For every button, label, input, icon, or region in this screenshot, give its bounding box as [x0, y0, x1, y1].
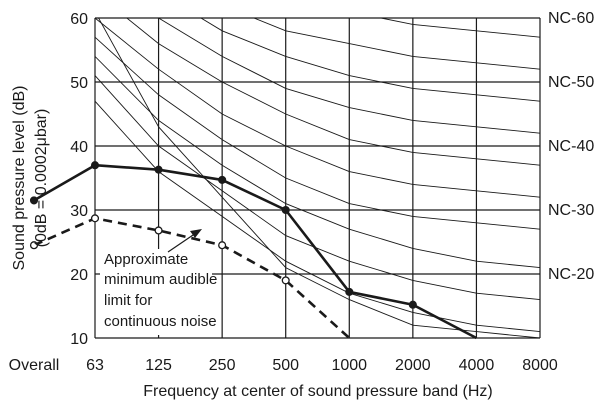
audible-limit-curve [98, 18, 540, 338]
x-axis-label: Frequency at center of sound pressure ba… [143, 383, 493, 400]
series-point [154, 165, 163, 174]
nc-curve [252, 18, 540, 70]
annotation: Approximate minimum audible limit for co… [100, 229, 217, 335]
nc-curve-label: NC-40 [548, 138, 594, 155]
series-point [281, 276, 290, 285]
y-tick-label: 60 [70, 11, 88, 28]
nc-curve [157, 18, 540, 134]
y-tick-label: 10 [70, 331, 88, 348]
annotation-line: Approximate [104, 251, 188, 268]
x-tick-label: 500 [272, 357, 299, 374]
annotation-line: continuous noise [104, 313, 217, 330]
nc-curve [95, 36, 540, 230]
nc-curve-label: NC-60 [548, 10, 594, 27]
series-line [33, 163, 478, 340]
y-axis-label-line-1: Sound pressure level (dB) [11, 86, 28, 271]
nc-curve [200, 18, 540, 102]
y-axis-label-line-2: (0dB = 0.0002μbar) [33, 109, 50, 248]
series-point [29, 241, 39, 250]
annotation-background [100, 249, 212, 335]
nc-curve [95, 100, 540, 333]
y-tick-label: 30 [70, 203, 88, 220]
x-tick-label: 250 [209, 357, 236, 374]
x-tick-label: 2000 [395, 357, 431, 374]
annotation-arrow [167, 232, 197, 253]
nc-curve [378, 18, 540, 38]
nc-curve-label: NC-30 [548, 202, 594, 219]
annotation-arrowhead [190, 229, 202, 238]
nc-curve [95, 0, 540, 5]
nc-curve-label: NC-50 [548, 74, 594, 91]
series-point [90, 161, 100, 170]
x-tick-label: 1000 [331, 357, 367, 374]
nc-curves [95, 0, 540, 333]
y-tick-label: 50 [70, 75, 88, 92]
annotation-line: minimum audible [104, 271, 217, 288]
series-point [408, 300, 417, 309]
nc-curve [95, 18, 540, 198]
nc-curve [95, 75, 540, 301]
x-axis-ticks: Overall 63 125 250 500 1000 2000 4000 8000 [9, 357, 558, 374]
annotation-line: limit for [104, 292, 152, 309]
measured-series [29, 161, 478, 340]
series-point [218, 175, 227, 184]
series-point [218, 241, 227, 250]
x-tick-label: 8000 [522, 357, 558, 374]
nc-curve [95, 56, 540, 269]
x-tick-label: 4000 [459, 357, 495, 374]
x-tick-label: Overall [9, 357, 60, 374]
x-tick-label: 125 [145, 357, 172, 374]
x-tick-label: 63 [86, 357, 104, 374]
y-tick-label: 40 [70, 139, 88, 156]
series-point [345, 287, 354, 296]
nc-labels: NC-60 NC-50 NC-40 NC-30 NC-20 [548, 10, 594, 283]
y-axis-ticks: 10 20 30 40 50 60 [70, 11, 88, 348]
series-point [154, 226, 163, 235]
y-tick-label: 20 [70, 267, 88, 284]
audible-limit-line [98, 18, 540, 338]
nc-curve [126, 18, 540, 166]
nc-curve-label: NC-20 [548, 266, 594, 283]
series-point [29, 196, 39, 205]
series-point [281, 205, 290, 215]
series-point [90, 214, 100, 223]
